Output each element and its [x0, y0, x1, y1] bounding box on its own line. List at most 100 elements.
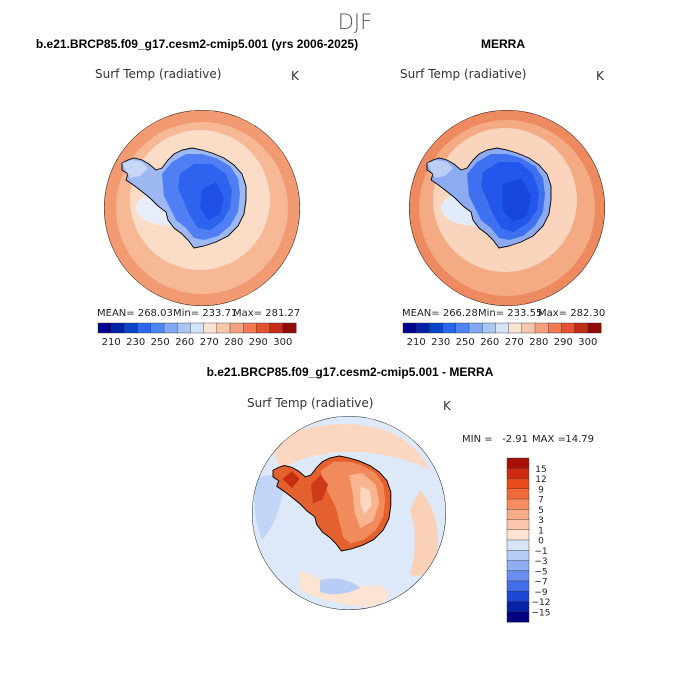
cool-patch-south: [320, 578, 360, 595]
colorbar-swatch: [506, 570, 530, 582]
warm-patch-east: [410, 490, 438, 576]
colorbar-swatch: [163, 322, 178, 334]
colorbar-tick-label: 230: [126, 337, 145, 348]
panel-diff-max-value: 14.79: [565, 434, 594, 445]
panel-merra-min: Min= 233.55: [478, 308, 542, 319]
colorbar-swatch: [429, 322, 444, 334]
panel-merra-mean: MEAN= 266.28: [402, 308, 478, 319]
panel-model-map: [104, 110, 300, 306]
panel-merra-units: K: [596, 69, 605, 83]
colorbar-swatch: [506, 468, 530, 480]
colorbar-swatch: [137, 322, 152, 334]
panel-diff-colorbar: [506, 457, 530, 623]
colorbar-swatch: [506, 498, 530, 510]
colorbar-tick-label: 260: [480, 337, 499, 348]
panel-diff: b.e21.BRCP85.f09_g17.cesm2-cmip5.001 - M…: [207, 365, 594, 623]
panel-diff-map: [252, 416, 446, 610]
colorbar-tick-label: 15: [535, 465, 546, 475]
panel-merra-variable: Surf Temp (radiative): [400, 67, 526, 81]
colorbar-swatch: [468, 322, 483, 334]
colorbar-tick-label: 250: [151, 337, 170, 348]
panel-model-colorbar: [97, 322, 297, 334]
colorbar-swatch: [508, 322, 523, 334]
colorbar-swatch: [110, 322, 125, 334]
colorbar-swatch: [442, 322, 457, 334]
colorbar-swatch: [216, 322, 231, 334]
colorbar-tick-label: 3: [538, 516, 544, 526]
panel-diff-title: b.e21.BRCP85.f09_g17.cesm2-cmip5.001 - M…: [207, 365, 494, 379]
colorbar-swatch: [482, 322, 496, 334]
colorbar-swatch: [506, 478, 530, 490]
colorbar-swatch: [534, 322, 549, 334]
panel-model-min: Min= 233.71: [173, 308, 237, 319]
colorbar-swatch: [495, 322, 510, 334]
panel-diff-min-label: MIN =: [462, 434, 493, 445]
colorbar-swatch: [574, 322, 589, 334]
panel-model-title: b.e21.BRCP85.f09_g17.cesm2-cmip5.001 (yr…: [36, 37, 358, 51]
panel-model-mean: MEAN= 268.03: [97, 308, 173, 319]
colorbar-tick-label: 290: [249, 337, 268, 348]
colorbar-tick-label: −12: [532, 598, 551, 608]
colorbar-tick-label: −1: [534, 547, 547, 557]
antarctica: [426, 147, 552, 249]
colorbar-swatch: [176, 322, 191, 334]
panel-merra-map: [409, 110, 605, 306]
colorbar-tick-label: −3: [534, 557, 547, 567]
colorbar-tick-label: 0: [538, 537, 544, 547]
colorbar-swatch: [242, 322, 257, 334]
panel-model: b.e21.BRCP85.f09_g17.cesm2-cmip5.001 (yr…: [36, 37, 358, 348]
colorbar-swatch: [150, 322, 165, 334]
colorbar-tick-label: 270: [200, 337, 219, 348]
antarctica: [272, 455, 392, 552]
colorbar-swatch: [455, 322, 470, 334]
colorbar-tick-label: 1: [538, 526, 544, 536]
figure-title: DJF: [338, 10, 372, 34]
colorbar-swatch: [548, 322, 562, 334]
colorbar-swatch: [506, 601, 530, 613]
colorbar-tick-label: 270: [505, 337, 524, 348]
colorbar-tick-label: 280: [224, 337, 243, 348]
colorbar-tick-label: −5: [534, 567, 547, 577]
panel-model-units: K: [291, 69, 300, 83]
colorbar-tick-label: 280: [529, 337, 548, 348]
panel-merra-colorbar: [402, 322, 602, 334]
warm-patch-north: [270, 424, 430, 470]
panel-model-variable: Surf Temp (radiative): [95, 67, 221, 81]
colorbar-swatch: [97, 322, 112, 334]
colorbar-swatch: [124, 322, 139, 334]
colorbar-tick-label: 9: [538, 485, 544, 495]
colorbar-swatch: [402, 322, 417, 334]
panel-merra: MERRA Surf Temp (radiative) K MEAN= 266.…: [400, 37, 605, 348]
panel-merra-title: MERRA: [481, 37, 525, 51]
colorbar-swatch: [190, 322, 205, 334]
panel-diff-min-value: -2.91: [502, 434, 528, 445]
colorbar-swatch: [506, 550, 530, 562]
panel-merra-max: Max= 282.30: [538, 308, 605, 319]
colorbar-swatch: [506, 457, 530, 469]
colorbar-swatch: [269, 322, 284, 334]
colorbar-swatch: [282, 322, 297, 334]
colorbar-tick-label: 250: [456, 337, 475, 348]
colorbar-tick-label: 5: [538, 506, 544, 516]
colorbar-swatch: [506, 509, 530, 521]
colorbar-tick-label: 210: [102, 337, 121, 348]
panel-diff-units: K: [443, 399, 452, 413]
colorbar-swatch: [506, 519, 530, 531]
colorbar-tick-label: 300: [578, 337, 597, 348]
colorbar-swatch: [506, 488, 530, 500]
panel-model-max: Max= 281.27: [233, 308, 300, 319]
colorbar-swatch: [416, 322, 430, 334]
colorbar-tick-label: 290: [554, 337, 573, 348]
cool-patch-west: [254, 475, 285, 540]
colorbar-tick-label: 260: [175, 337, 194, 348]
colorbar-tick-label: 210: [407, 337, 426, 348]
colorbar-tick-label: −15: [532, 608, 551, 618]
colorbar-tick-label: −9: [534, 588, 548, 598]
colorbar-swatch: [521, 322, 536, 334]
colorbar-swatch: [203, 322, 218, 334]
colorbar-swatch: [506, 580, 530, 592]
colorbar-tick-label: 7: [538, 496, 544, 506]
colorbar-tick-label: 300: [273, 337, 292, 348]
